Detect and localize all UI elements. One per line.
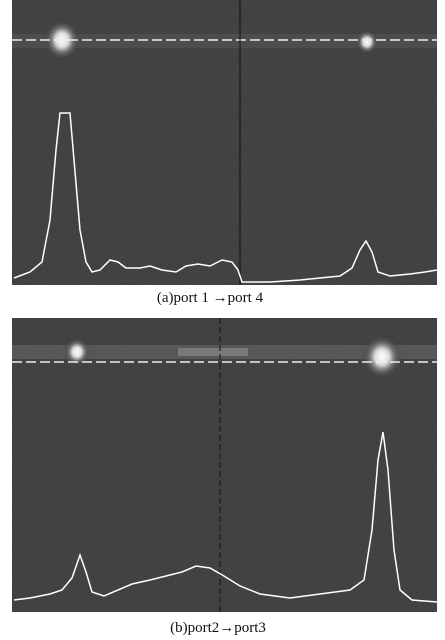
- bright-spot: [362, 335, 402, 379]
- panel-a: (a)port 1 →port 4: [12, 0, 438, 306]
- intensity-profile: [13, 112, 438, 283]
- intensity-profile: [13, 431, 438, 603]
- caption: (b)port2→port3: [170, 620, 266, 636]
- faint-band: [178, 348, 248, 356]
- bright-spot: [356, 30, 378, 54]
- panel-b: (b)port2→port3: [12, 318, 438, 636]
- caption: (a)port 1 →port 4: [157, 290, 264, 306]
- bright-spot: [64, 338, 90, 366]
- waveguide-band: [12, 34, 437, 48]
